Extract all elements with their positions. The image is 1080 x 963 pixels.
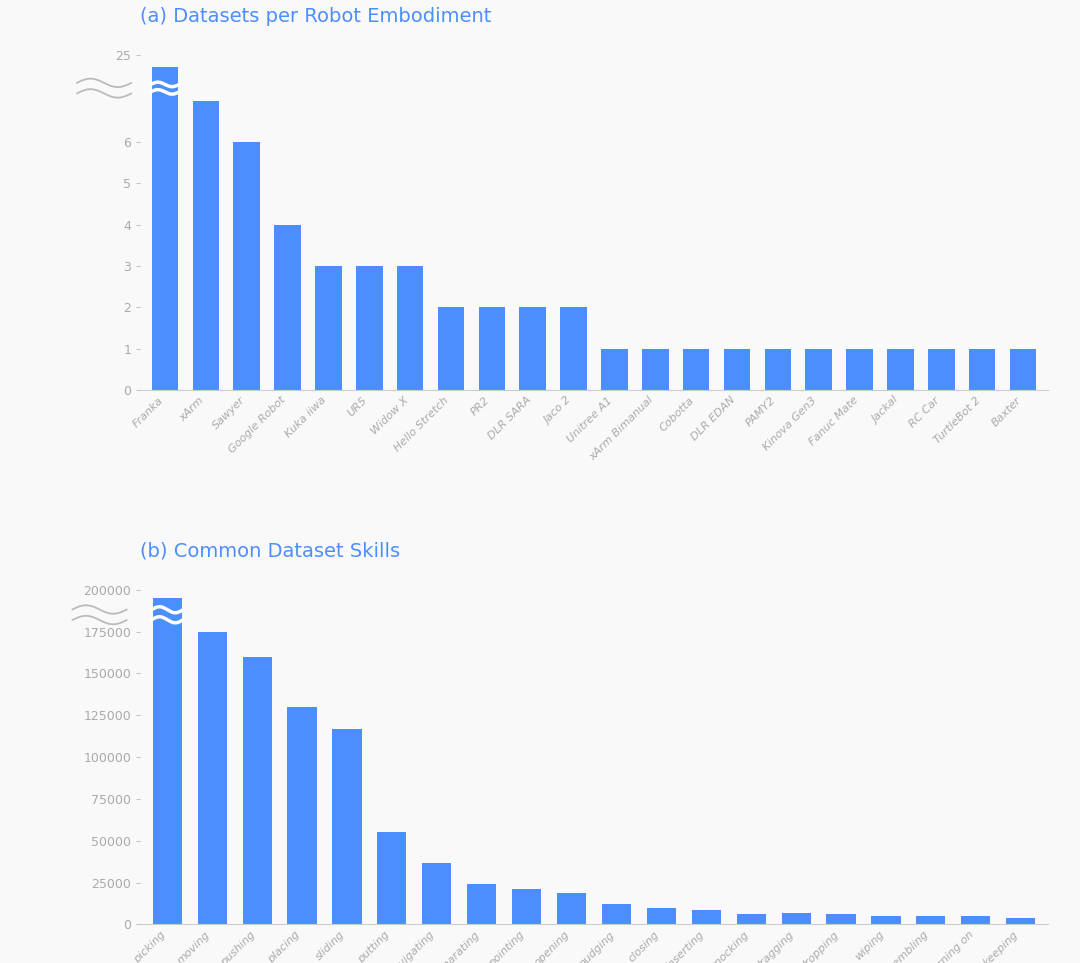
Bar xyxy=(826,915,855,924)
Bar xyxy=(233,142,260,390)
Bar xyxy=(315,266,341,390)
Bar xyxy=(437,307,464,390)
Bar xyxy=(274,224,301,390)
Bar xyxy=(806,349,832,390)
Bar xyxy=(422,863,451,924)
Bar xyxy=(969,349,996,390)
Bar xyxy=(642,349,669,390)
Bar xyxy=(152,598,181,924)
Bar xyxy=(243,657,272,924)
Bar xyxy=(765,349,792,390)
Bar xyxy=(782,913,811,924)
Bar xyxy=(356,266,382,390)
Bar xyxy=(847,349,873,390)
Bar xyxy=(602,349,627,390)
Bar xyxy=(1007,918,1036,924)
Bar xyxy=(887,349,914,390)
Bar xyxy=(468,884,497,924)
Bar xyxy=(916,916,945,924)
Bar xyxy=(151,67,178,390)
Bar xyxy=(512,889,541,924)
Bar xyxy=(478,307,505,390)
Bar xyxy=(561,307,586,390)
Bar xyxy=(737,914,766,924)
Bar xyxy=(287,707,316,924)
Bar xyxy=(928,349,955,390)
Text: (a) Datasets per Robot Embodiment: (a) Datasets per Robot Embodiment xyxy=(140,7,491,26)
Bar xyxy=(602,904,631,924)
Bar xyxy=(961,916,990,924)
Bar xyxy=(557,893,586,924)
Bar xyxy=(1010,349,1037,390)
Bar xyxy=(519,307,546,390)
Bar xyxy=(691,910,720,924)
Bar xyxy=(724,349,751,390)
Bar xyxy=(377,832,406,924)
Bar xyxy=(872,916,901,924)
Bar xyxy=(647,908,676,924)
Bar xyxy=(333,729,362,924)
Text: (b) Common Dataset Skills: (b) Common Dataset Skills xyxy=(140,541,401,560)
Bar xyxy=(396,266,423,390)
Bar xyxy=(683,349,710,390)
Bar xyxy=(192,100,219,390)
Bar xyxy=(198,632,227,924)
